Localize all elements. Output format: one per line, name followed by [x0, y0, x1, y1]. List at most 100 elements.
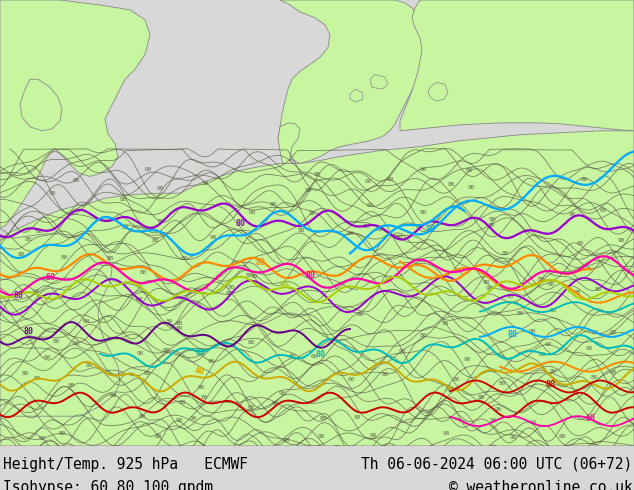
Polygon shape	[0, 131, 634, 446]
Text: 90: 90	[618, 238, 625, 243]
Text: 90: 90	[569, 212, 576, 217]
Text: Th 06-06-2024 06:00 UTC (06+72): Th 06-06-2024 06:00 UTC (06+72)	[361, 457, 633, 472]
Text: 60: 60	[586, 345, 593, 351]
Text: 80: 80	[595, 287, 602, 292]
Text: 80: 80	[235, 220, 245, 228]
Text: 60: 60	[73, 341, 80, 346]
Polygon shape	[350, 89, 363, 102]
Text: 60: 60	[36, 229, 43, 234]
Text: 80: 80	[308, 211, 316, 216]
Text: 60: 60	[585, 414, 595, 423]
Text: 80: 80	[151, 238, 158, 243]
Text: 80: 80	[245, 273, 253, 278]
Text: 90: 90	[495, 407, 502, 412]
Text: 80: 80	[581, 177, 588, 182]
Text: 90: 90	[370, 433, 378, 438]
Text: 80: 80	[425, 225, 435, 234]
Text: 80: 80	[304, 189, 312, 194]
Text: 60: 60	[576, 241, 584, 245]
Text: 80: 80	[139, 270, 147, 275]
Text: 80: 80	[549, 308, 557, 314]
Text: 60: 60	[109, 393, 117, 398]
Text: 60: 60	[387, 177, 394, 182]
Text: 80: 80	[162, 347, 170, 353]
Text: 90: 90	[176, 418, 183, 423]
Text: 80: 80	[314, 172, 321, 177]
Text: 90: 90	[443, 432, 450, 437]
Text: 80: 80	[545, 380, 555, 389]
Text: 80: 80	[195, 348, 205, 357]
Text: 80: 80	[23, 327, 33, 337]
Text: 80: 80	[559, 435, 566, 440]
Text: 90: 90	[488, 223, 496, 228]
Text: 60: 60	[39, 437, 46, 441]
Text: 60: 60	[311, 354, 318, 359]
Text: 80: 80	[176, 321, 183, 326]
Text: 90: 90	[529, 329, 536, 334]
Text: 60: 60	[249, 210, 256, 215]
Text: 80: 80	[550, 368, 557, 373]
Text: 60: 60	[33, 289, 41, 294]
Text: 60: 60	[420, 167, 427, 172]
Text: 80: 80	[155, 434, 162, 439]
Text: 60: 60	[247, 340, 255, 344]
Polygon shape	[278, 0, 425, 164]
Text: 60: 60	[82, 319, 90, 324]
Text: 90: 90	[346, 231, 354, 236]
Text: 60: 60	[600, 208, 607, 213]
Text: 80: 80	[59, 431, 67, 436]
Text: 80: 80	[24, 237, 32, 242]
Text: 80: 80	[120, 197, 127, 202]
Text: 90: 90	[507, 294, 514, 299]
Text: 90: 90	[486, 286, 493, 291]
Text: 80: 80	[446, 387, 453, 392]
Polygon shape	[275, 123, 300, 206]
Text: 90: 90	[509, 435, 517, 440]
Text: 80: 80	[201, 395, 209, 400]
Text: 80: 80	[22, 371, 29, 376]
Polygon shape	[0, 234, 120, 416]
Text: 80: 80	[165, 319, 173, 324]
Text: 90: 90	[574, 290, 581, 295]
Text: 60: 60	[547, 282, 555, 287]
Text: 60: 60	[545, 343, 552, 347]
Text: 60: 60	[592, 330, 599, 335]
Text: © weatheronline.co.uk: © weatheronline.co.uk	[449, 480, 633, 490]
Text: 80: 80	[225, 291, 233, 296]
Text: 80: 80	[297, 228, 305, 233]
Text: 80: 80	[501, 251, 508, 256]
Text: 60: 60	[136, 297, 143, 302]
Text: 80: 80	[448, 182, 455, 187]
Text: 90: 90	[468, 185, 476, 190]
Text: Isohypse: 60 80 100 gpdm: Isohypse: 60 80 100 gpdm	[3, 480, 213, 490]
Text: 60: 60	[347, 377, 355, 382]
Text: 80: 80	[538, 352, 546, 357]
Text: 90: 90	[198, 385, 205, 390]
Text: 80: 80	[320, 416, 327, 420]
Text: 90: 90	[209, 236, 217, 241]
Text: 80: 80	[288, 354, 295, 359]
Text: 80: 80	[354, 415, 361, 419]
Text: 90: 90	[441, 321, 449, 326]
Text: 80: 80	[228, 285, 235, 290]
Text: 60: 60	[143, 371, 151, 376]
Text: 90: 90	[463, 357, 471, 362]
Text: 80: 80	[315, 350, 325, 359]
Text: 90: 90	[489, 418, 497, 423]
Text: 40: 40	[195, 367, 205, 376]
Text: 90: 90	[207, 359, 215, 364]
Text: 90: 90	[136, 351, 144, 356]
Text: 80: 80	[33, 376, 41, 381]
Text: 80: 80	[139, 414, 146, 418]
Text: 80: 80	[538, 277, 545, 282]
Text: 60: 60	[357, 313, 365, 318]
Text: 80: 80	[67, 383, 75, 389]
Text: 90: 90	[190, 416, 197, 421]
Text: 60: 60	[365, 179, 372, 184]
Text: 80: 80	[517, 311, 524, 316]
Text: 80: 80	[507, 330, 517, 340]
Polygon shape	[400, 0, 634, 131]
Text: 80: 80	[477, 395, 485, 400]
Text: 80: 80	[176, 326, 183, 331]
Polygon shape	[20, 79, 62, 131]
